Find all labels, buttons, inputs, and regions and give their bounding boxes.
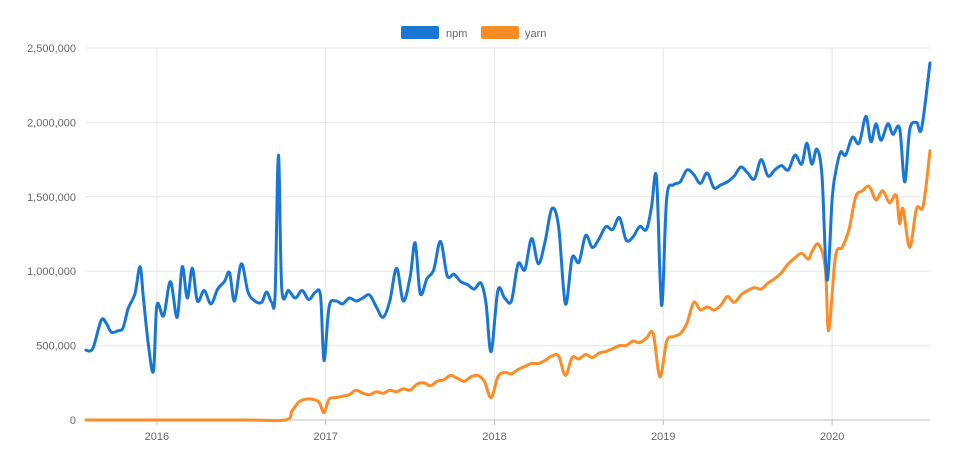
legend-swatch-npm[interactable] (401, 26, 439, 39)
x-tick-label: 2018 (482, 431, 506, 443)
x-axis-tick-labels: 2016 2017 2018 2019 2020 (145, 431, 845, 443)
y-tick-label: 500,000 (36, 341, 76, 353)
series-line-yarn (84, 149, 932, 423)
y-tick-label: 1,500,000 (27, 192, 76, 204)
x-tick-label: 2020 (820, 431, 844, 443)
y-tick-label: 1,000,000 (27, 266, 76, 278)
legend-swatch-yarn[interactable] (481, 26, 519, 39)
y-axis-tick-labels: 0 500,000 1,000,000 1,500,000 2,000,000 2,500… (27, 43, 76, 427)
y-tick-label: 2,000,000 (27, 117, 76, 129)
x-tick-label: 2017 (313, 431, 337, 443)
x-tick-label: 2016 (145, 431, 169, 443)
legend-label-yarn[interactable]: yarn (525, 28, 546, 40)
series-lines (84, 61, 932, 423)
y-tick-label: 2,500,000 (27, 43, 76, 55)
x-gridlines (156, 48, 833, 425)
legend-label-npm[interactable]: npm (446, 28, 467, 40)
x-tick-label: 2019 (651, 431, 675, 443)
legend[interactable]: npm yarn (401, 26, 546, 40)
series-line-npm (84, 61, 932, 374)
y-gridlines (86, 47, 930, 347)
y-tick-label: 0 (70, 415, 76, 427)
